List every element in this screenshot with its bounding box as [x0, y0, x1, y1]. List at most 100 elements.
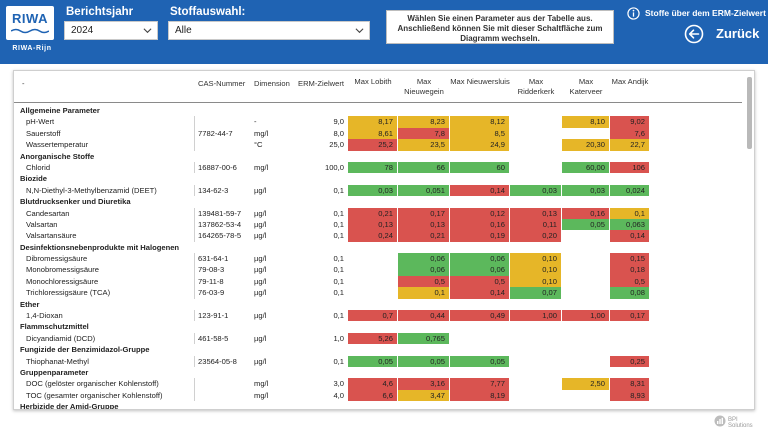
table-row[interactable]: Sauerstoff 7782-44-7 mg/l 8,0 8,61 7,8 8,5 7,6 — [14, 127, 744, 140]
value-nieuwersluis: 0,19 — [450, 230, 510, 242]
parameter-name: pH-Wert — [26, 117, 55, 127]
column-divider — [194, 287, 195, 299]
parameter-name: Valsartansäure — [26, 231, 77, 241]
table-row[interactable]: DOC (gelöster organischer Kohlenstoff) mg… — [14, 378, 744, 390]
header-erm[interactable]: ERM-Zielwert — [298, 79, 344, 88]
header-ridderkerk[interactable]: Max Ridderkerk — [517, 77, 555, 96]
value-katerveer — [562, 253, 610, 265]
parameter-name: Monochloressigsäure — [26, 276, 99, 286]
value-nieuwersluis: 7,77 — [450, 378, 510, 390]
parameter-name: 1,4-Dioxan — [26, 311, 63, 321]
cas-number: 123-91-1 — [198, 311, 229, 321]
chart-navigation-button[interactable]: Wählen Sie einen Parameter aus der Tabel… — [386, 10, 614, 44]
table-row[interactable]: Chlorid 16887-00-6 mg/l 100,0 78 66 60 60,00 106 — [14, 161, 744, 174]
table-row[interactable]: Dibromessigsäure 631-64-1 µg/l 0,1 0,06 0,06 0… — [14, 253, 744, 265]
table-row[interactable]: pH-Wert - 9,0 8,17 8,23 8,12 8,10 9,02 — [14, 116, 744, 128]
erm-target: 0,1 — [333, 208, 344, 218]
cas-number — [198, 378, 254, 389]
info-icon[interactable] — [627, 7, 640, 20]
value-ridderkerk — [510, 127, 562, 140]
value-lobith: 8,61 — [348, 127, 398, 140]
erm-target: 4,0 — [333, 390, 344, 400]
table-row[interactable]: Thiophanat-Methyl 23564-05-8 µg/l 0,1 0,05 0,… — [14, 355, 744, 367]
value-nieuwegein: 0,13 — [398, 218, 450, 231]
table-row[interactable]: TOC (gesamter organischer Kohlenstoff) mg… — [14, 389, 744, 402]
value-katerveer: 0,05 — [562, 218, 610, 231]
stoffauswahl-label: Stoffauswahl: — [170, 6, 246, 18]
parameter-name: TOC (gesamter organischer Kohlenstoff) — [26, 390, 163, 400]
value-lobith: 4,6 — [348, 378, 398, 390]
column-divider — [194, 310, 195, 322]
berichtsjahr-value: 2024 — [71, 25, 94, 36]
value-andijk: 22,7 — [610, 139, 650, 151]
logo-sub-text: RIWA-Rijn — [12, 45, 52, 52]
value-nieuwegein: 0,1 — [398, 287, 450, 299]
value-lobith: 5,26 — [348, 332, 398, 345]
table-group-row: Desinfektionsnebenprodukte mit Halogenen — [14, 242, 744, 253]
value-ridderkerk — [510, 389, 562, 402]
table-row[interactable]: Monochloressigsäure 79-11-8 µg/l 0,1 0,5 0,5 0… — [14, 275, 744, 288]
table-header: - CAS-Nummer Dimension ERM-Zielwert Max … — [14, 77, 742, 103]
header-nieuwegein[interactable]: Max Nieuwegein — [404, 77, 444, 96]
header-lobith[interactable]: Max Lobith — [354, 77, 392, 86]
scrollbar-thumb[interactable] — [747, 77, 752, 149]
parameter-table-panel: - CAS-Nummer Dimension ERM-Zielwert Max … — [13, 70, 755, 410]
table-row[interactable]: Valsartan 137862-53-4 µg/l 0,1 0,13 0,13 0,16 0… — [14, 218, 744, 231]
unit: - — [254, 117, 257, 127]
header-name[interactable]: - — [22, 79, 25, 88]
table-row[interactable]: Trichloressigsäure (TCA) 76-03-9 µg/l 0,1 0,… — [14, 287, 744, 299]
erm-exceedance-link[interactable]: Stoffe über dem ERM-Zielwert — [645, 8, 766, 18]
value-nieuwegein: 66 — [398, 161, 450, 174]
header-nieuwersluis[interactable]: Max Nieuwersluis — [450, 77, 510, 86]
value-nieuwersluis: 8,5 — [450, 127, 510, 140]
group-name: Biozide — [20, 174, 48, 184]
group-name: Desinfektionsnebenprodukte mit Halogenen — [20, 242, 180, 252]
column-divider — [194, 230, 195, 242]
column-divider — [194, 264, 195, 276]
header-unit[interactable]: Dimension — [254, 79, 290, 88]
table-row[interactable]: Wassertemperatur °C 25,0 25,2 23,5 24,9 20,30 2… — [14, 139, 744, 151]
column-divider — [194, 218, 195, 231]
table-group-row: Flammschutzmittel — [14, 321, 744, 332]
value-nieuwegein: 0,44 — [398, 310, 450, 322]
parameter-name: DOC (gelöster organischer Kohlenstoff) — [26, 379, 159, 389]
value-lobith: 8,17 — [348, 116, 398, 128]
value-katerveer: 0,16 — [562, 207, 610, 219]
value-nieuwersluis: 0,06 — [450, 253, 510, 265]
value-nieuwersluis: 0,14 — [450, 287, 510, 299]
table-row[interactable]: 1,4-Dioxan 123-91-1 µg/l 0,1 0,7 0,44 0,49 1,00… — [14, 310, 744, 322]
parameter-name: Dibromessigsäure — [26, 254, 88, 264]
berichtsjahr-dropdown[interactable]: 2024 — [64, 21, 158, 40]
erm-target: 9,0 — [333, 117, 344, 127]
cas-number: 139481-59-7 — [198, 208, 242, 218]
parameter-name: Dicyandiamid (DCD) — [26, 333, 96, 343]
table-row[interactable]: N,N-Diethyl-3-Methylbenzamid (DEET) 134-6… — [14, 184, 744, 197]
riwa-logo: RIWA RIWA-Rijn — [6, 6, 58, 56]
value-katerveer — [562, 127, 610, 140]
unit: µg/l — [254, 333, 267, 343]
header-katerveer[interactable]: Max Katerveer — [569, 77, 603, 96]
table-row[interactable]: Valsartansäure 164265-78-5 µg/l 0,1 0,24 0,21… — [14, 230, 744, 242]
column-divider — [194, 253, 195, 265]
parameter-name: Monobromessigsäure — [26, 265, 100, 275]
value-nieuwegein: 0,06 — [398, 264, 450, 276]
table-group-row: Fungizide der Benzimidazol-Gruppe — [14, 344, 744, 355]
table-group-row: Ether — [14, 299, 744, 310]
table-row[interactable]: Candesartan 139481-59-7 µg/l 0,1 0,21 0,17 0,1… — [14, 207, 744, 219]
parameter-name: Sauerstoff — [26, 128, 61, 138]
header-cas[interactable]: CAS-Nummer — [198, 79, 246, 88]
stoffauswahl-dropdown[interactable]: Alle — [168, 21, 370, 40]
value-nieuwersluis: 8,12 — [450, 116, 510, 128]
parameter-name: Valsartan — [26, 219, 58, 229]
column-divider — [194, 378, 195, 390]
table-row[interactable]: Monobromessigsäure 79-08-3 µg/l 0,1 0,06 0,06… — [14, 264, 744, 276]
header-andijk[interactable]: Max Andijk — [611, 77, 649, 86]
back-button[interactable]: Zurück — [684, 24, 764, 48]
value-nieuwegein: 3,47 — [398, 389, 450, 402]
cas-number — [198, 116, 254, 127]
unit: µg/l — [254, 219, 267, 229]
value-katerveer: 60,00 — [562, 161, 610, 174]
table-row[interactable]: Dicyandiamid (DCD) 461-58-5 µg/l 1,0 5,26 0,7… — [14, 332, 744, 345]
value-lobith: 0,13 — [348, 218, 398, 231]
value-katerveer: 20,30 — [562, 139, 610, 151]
